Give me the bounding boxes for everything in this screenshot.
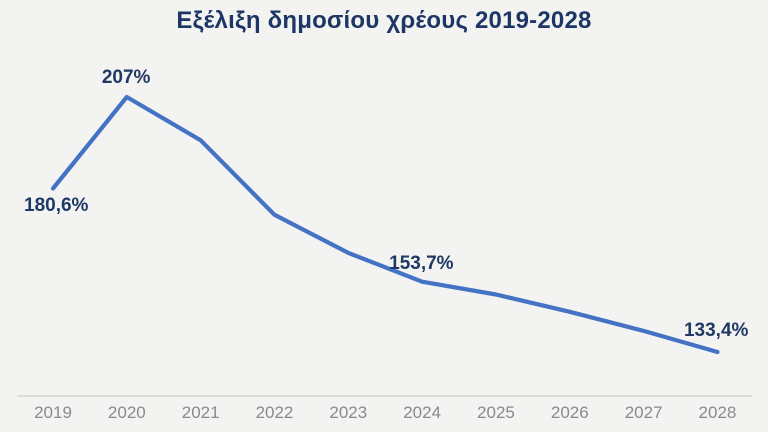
x-axis-label: 2024 xyxy=(403,403,442,422)
x-axis-label: 2028 xyxy=(698,403,737,422)
x-axis-label: 2027 xyxy=(624,403,663,422)
x-axis-label: 2020 xyxy=(107,403,146,422)
data-point-label: 133,4% xyxy=(683,320,749,342)
x-axis-label: 2019 xyxy=(34,403,72,422)
x-axis-label: 2023 xyxy=(329,403,368,422)
x-axis-label: 2021 xyxy=(181,403,220,422)
data-point-label: 180,6% xyxy=(24,195,89,217)
chart-title: Εξέλιξη δημοσίου χρέους 2019-2028 xyxy=(176,7,592,34)
x-axis-label: 2025 xyxy=(477,403,515,422)
x-axis-label: 2026 xyxy=(550,403,589,422)
data-point-label: 207% xyxy=(101,67,151,88)
debt-line xyxy=(50,94,720,355)
x-axis-label: 2022 xyxy=(255,403,294,422)
x-axis-line xyxy=(17,395,752,397)
data-point-label: 153,7% xyxy=(389,252,454,274)
x-axis-labels: 2019 2020 2021 2022 2023 2024 2025 2026 2027 2028 xyxy=(0,403,768,425)
